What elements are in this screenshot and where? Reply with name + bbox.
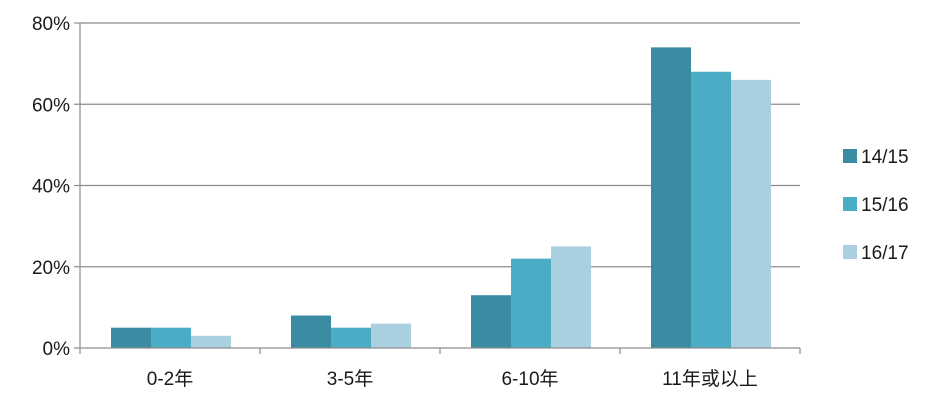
bar — [191, 335, 231, 348]
x-tick-label: 0-2年 — [147, 368, 193, 390]
legend-label: 16/17 — [861, 243, 909, 264]
y-tick-label: 20% — [32, 258, 70, 279]
legend-label: 14/15 — [861, 147, 909, 168]
bar — [371, 323, 411, 348]
bar — [511, 258, 551, 348]
bar — [731, 79, 771, 348]
y-tick-label: 40% — [32, 177, 70, 198]
bar — [111, 327, 151, 348]
x-tick-label: 11年或以上 — [662, 368, 758, 390]
legend-swatch — [843, 245, 857, 259]
y-tick-label: 80% — [32, 14, 70, 35]
y-tick-label: 60% — [32, 95, 70, 116]
legend-label: 15/16 — [861, 195, 909, 216]
bar — [291, 315, 331, 348]
bar — [651, 47, 691, 348]
x-axis: 0-2年 3-5年 6-10年 11年或以上 — [79, 347, 801, 390]
y-axis-tick-labels: 0% 20% 40% 60% 80% — [32, 14, 70, 360]
bars — [111, 47, 771, 348]
x-tick-label: 3-5年 — [327, 368, 373, 390]
legend: 14/15 15/16 16/17 — [843, 147, 909, 264]
bar — [691, 71, 731, 348]
bar — [151, 327, 191, 348]
bar — [331, 327, 371, 348]
legend-swatch — [843, 197, 857, 211]
bar — [551, 246, 591, 348]
x-tick-label: 6-10年 — [501, 368, 558, 390]
y-tick-label: 0% — [43, 339, 71, 360]
bar — [471, 295, 511, 348]
legend-swatch — [843, 149, 857, 163]
